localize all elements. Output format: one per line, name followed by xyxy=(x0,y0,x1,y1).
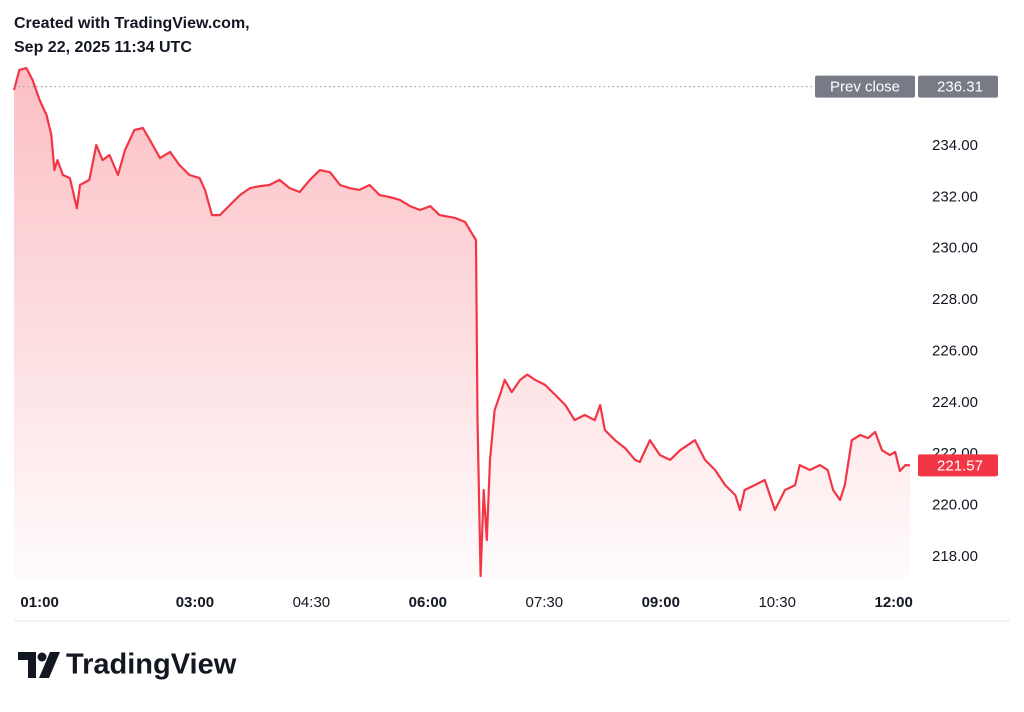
x-tick-label: 10:30 xyxy=(758,594,796,611)
last-value-label: 221.57 xyxy=(937,457,983,474)
prev-close-value: 236.31 xyxy=(937,79,983,96)
logo-mark xyxy=(18,652,36,678)
prev-close-value-box xyxy=(918,75,998,98)
price-line xyxy=(12,67,911,578)
brand: TradingView xyxy=(66,649,237,681)
x-tick-label: 06:00 xyxy=(409,594,447,611)
y-tick-label: 234.00 xyxy=(932,137,978,154)
logo-mark xyxy=(37,652,47,662)
y-tick-label: 230.00 xyxy=(932,240,978,257)
x-tick-label: 04:30 xyxy=(293,594,331,611)
plot: 218.00220.00222.00224.00226.00228.00230.… xyxy=(12,67,998,611)
x-tick-label: 09:00 xyxy=(642,594,680,611)
logo-mark xyxy=(39,652,60,678)
y-tick-label: 220.00 xyxy=(932,497,978,514)
logo: TradingView xyxy=(18,649,237,681)
x-tick-label: 03:00 xyxy=(176,594,214,611)
x-tick-label: 01:00 xyxy=(20,594,58,611)
header-timestamp: Sep 22, 2025 11:34 UTC xyxy=(14,39,192,56)
y-tick-label: 228.00 xyxy=(932,291,978,308)
x-tick-label: 12:00 xyxy=(875,594,913,611)
header-created: Created with TradingView.com, xyxy=(14,15,250,32)
area-fill xyxy=(14,68,910,578)
prev-close-tag xyxy=(815,75,915,98)
x-tick-label: 07:30 xyxy=(526,594,564,611)
last-value-box xyxy=(918,454,998,477)
y-tick-label: 232.00 xyxy=(932,188,978,205)
y-tick-label: 224.00 xyxy=(932,394,978,411)
y-tick-label: 226.00 xyxy=(932,342,978,359)
y-tick-label: 218.00 xyxy=(932,548,978,565)
prev-close-label: Prev close xyxy=(830,79,900,96)
